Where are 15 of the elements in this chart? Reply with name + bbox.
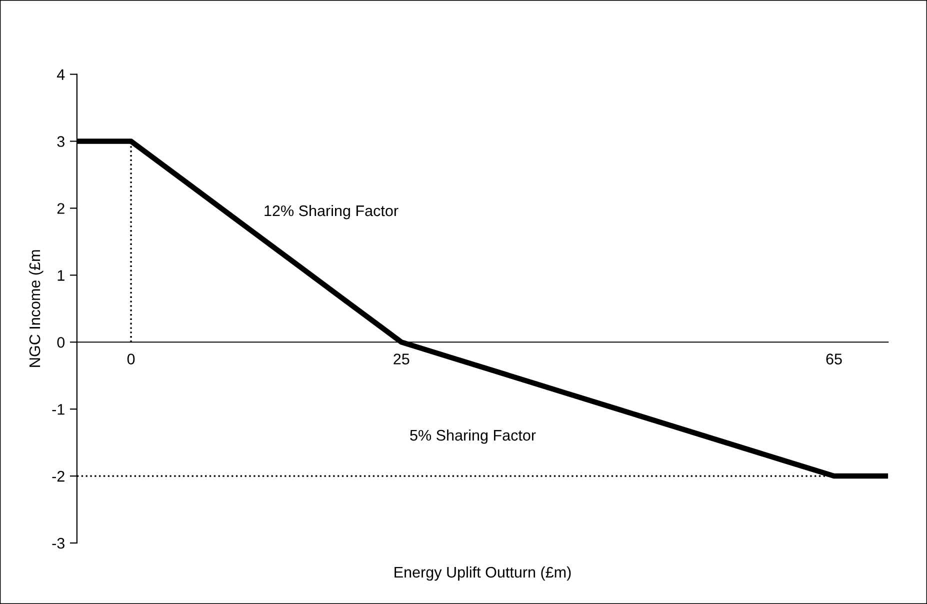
y-tick-label: 2 [57,203,64,214]
y-tick-label: -2 [52,470,64,482]
y-tick-label: -1 [52,404,64,415]
x-tick-label: 65 [826,354,842,364]
y-tick-label: 4 [56,69,65,80]
y-tick-label: -3 [52,538,64,549]
x-axis-title: Energy Uplift Outturn (£m) [394,566,571,581]
y-axis-title: NGC Income (£m [28,250,44,367]
annotation: 12% Sharing Factor [264,204,398,220]
y-tick-label: 0 [57,336,65,348]
y-tick-label: 1 [58,270,64,281]
x-tick-label: 25 [394,354,410,364]
x-tick-label: 0 [127,354,135,364]
annotation: 5% Sharing Factor [410,429,536,444]
y-tick-label: 3 [57,136,64,147]
